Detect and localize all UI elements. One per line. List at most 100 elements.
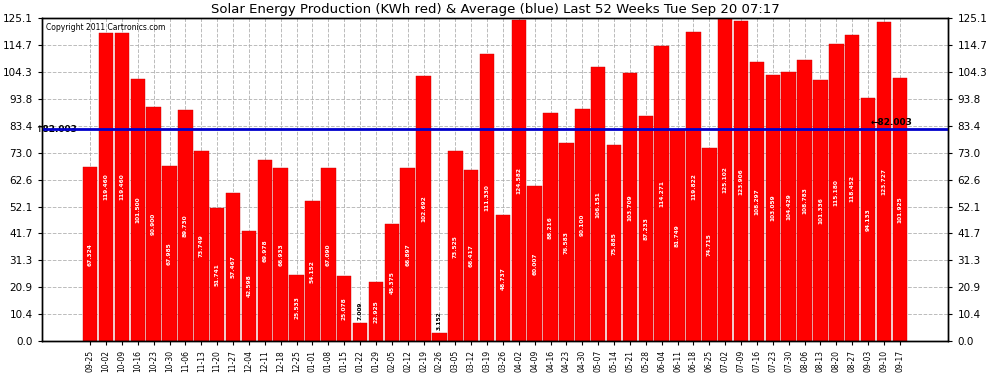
Text: 25.533: 25.533 <box>294 297 299 320</box>
Text: 89.730: 89.730 <box>183 214 188 237</box>
Text: 90.900: 90.900 <box>151 213 156 235</box>
Text: 111.330: 111.330 <box>484 184 490 211</box>
Text: 66.897: 66.897 <box>405 243 410 266</box>
Text: 67.090: 67.090 <box>326 243 331 266</box>
Text: 108.783: 108.783 <box>802 187 807 214</box>
Bar <box>257 160 272 341</box>
Text: 123.906: 123.906 <box>739 168 743 195</box>
Bar <box>305 201 320 341</box>
Text: 7.009: 7.009 <box>357 302 362 320</box>
Text: 88.216: 88.216 <box>548 216 553 238</box>
Bar <box>797 60 812 341</box>
Text: 48.737: 48.737 <box>500 267 506 290</box>
Text: 76.583: 76.583 <box>564 231 569 254</box>
Bar <box>876 22 891 341</box>
Text: 74.715: 74.715 <box>707 233 712 256</box>
Bar <box>131 79 146 341</box>
Text: 3.152: 3.152 <box>437 312 442 330</box>
Bar <box>242 231 256 341</box>
Title: Solar Energy Production (KWh red) & Average (blue) Last 52 Weeks Tue Sep 20 07:1: Solar Energy Production (KWh red) & Aver… <box>211 3 779 16</box>
Text: 67.324: 67.324 <box>88 243 93 266</box>
Bar <box>702 148 717 341</box>
Bar <box>512 20 526 341</box>
Bar <box>480 54 494 341</box>
Bar <box>178 110 193 341</box>
Text: 104.429: 104.429 <box>786 193 791 220</box>
Bar <box>607 145 622 341</box>
Text: 25.078: 25.078 <box>342 297 346 320</box>
Text: 66.417: 66.417 <box>468 244 473 267</box>
Bar <box>210 207 225 341</box>
Text: 81.749: 81.749 <box>675 224 680 247</box>
Bar <box>718 18 733 341</box>
Bar <box>448 152 462 341</box>
Bar <box>749 62 764 341</box>
Bar <box>528 186 542 341</box>
Text: 101.336: 101.336 <box>818 197 823 224</box>
Text: 90.100: 90.100 <box>580 214 585 236</box>
Bar <box>464 170 478 341</box>
Text: 118.452: 118.452 <box>849 175 854 202</box>
Text: 101.500: 101.500 <box>136 197 141 223</box>
Text: 87.233: 87.233 <box>644 217 648 240</box>
Text: 103.059: 103.059 <box>770 195 775 221</box>
Bar <box>194 151 209 341</box>
Bar <box>591 67 606 341</box>
Text: 75.885: 75.885 <box>612 232 617 255</box>
Bar <box>686 32 701 341</box>
Bar <box>844 36 859 341</box>
Text: 119.822: 119.822 <box>691 173 696 200</box>
Text: ←82.003: ←82.003 <box>870 118 913 127</box>
Bar <box>147 106 161 341</box>
Bar <box>575 109 590 341</box>
Text: 123.727: 123.727 <box>881 168 886 195</box>
Text: 51.741: 51.741 <box>215 263 220 286</box>
Text: 114.271: 114.271 <box>659 180 664 207</box>
Text: 42.598: 42.598 <box>247 274 251 297</box>
Bar <box>670 130 685 341</box>
Bar <box>162 166 177 341</box>
Bar <box>829 44 843 341</box>
Text: 67.985: 67.985 <box>167 242 172 265</box>
Text: 73.525: 73.525 <box>452 235 457 258</box>
Text: 108.297: 108.297 <box>754 188 759 214</box>
Text: 119.460: 119.460 <box>120 174 125 200</box>
Text: 103.709: 103.709 <box>628 194 633 220</box>
Bar <box>400 168 415 341</box>
Bar <box>83 167 97 341</box>
Bar <box>99 33 114 341</box>
Bar <box>289 275 304 341</box>
Bar <box>623 74 638 341</box>
Text: 45.375: 45.375 <box>389 271 394 294</box>
Text: 115.180: 115.180 <box>834 179 839 206</box>
Text: 106.151: 106.151 <box>596 190 601 217</box>
Text: 124.582: 124.582 <box>517 167 522 194</box>
Text: 119.460: 119.460 <box>104 174 109 200</box>
Text: 54.152: 54.152 <box>310 260 315 282</box>
Text: 57.467: 57.467 <box>231 255 236 278</box>
Bar <box>115 33 130 341</box>
Bar <box>496 215 510 341</box>
Bar <box>273 168 288 341</box>
Bar <box>368 282 383 341</box>
Text: 125.102: 125.102 <box>723 166 728 193</box>
Text: 69.978: 69.978 <box>262 239 267 262</box>
Bar <box>433 333 446 341</box>
Text: Copyright 2011 Cartronics.com: Copyright 2011 Cartronics.com <box>47 23 165 32</box>
Bar <box>337 276 351 341</box>
Text: 102.692: 102.692 <box>421 195 426 222</box>
Text: 22.925: 22.925 <box>373 300 378 323</box>
Text: ↑82.003: ↑82.003 <box>36 125 77 134</box>
Bar <box>639 116 653 341</box>
Text: 94.133: 94.133 <box>865 208 870 231</box>
Bar <box>544 114 557 341</box>
Bar <box>352 323 367 341</box>
Text: 60.007: 60.007 <box>533 252 538 275</box>
Text: 66.933: 66.933 <box>278 243 283 266</box>
Bar <box>734 21 748 341</box>
Text: 101.925: 101.925 <box>897 196 902 223</box>
Bar <box>893 78 907 341</box>
Bar <box>781 72 796 341</box>
Bar <box>321 168 336 341</box>
Bar <box>416 76 431 341</box>
